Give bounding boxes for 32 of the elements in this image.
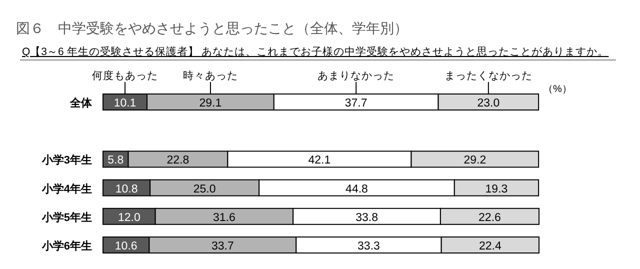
data-label: 29.1 bbox=[199, 98, 222, 110]
data-label: 25.0 bbox=[193, 183, 216, 196]
data-label: 22.8 bbox=[166, 154, 190, 167]
data-label: 5.8 bbox=[108, 154, 124, 167]
series-label: あまりなかった bbox=[318, 70, 395, 82]
data-label: 31.6 bbox=[213, 212, 236, 224]
y-tick-label: 小学6年生 bbox=[40, 240, 92, 252]
data-label: 10.1 bbox=[114, 98, 136, 110]
data-label: 33.8 bbox=[356, 212, 378, 224]
y-tick-label: 全体 bbox=[69, 96, 93, 110]
data-label: 19.3 bbox=[485, 183, 508, 196]
data-label: 22.6 bbox=[478, 212, 501, 224]
data-label: 44.8 bbox=[346, 183, 368, 196]
series-label: 時々あった bbox=[182, 69, 238, 82]
chart-subtitle: Q【3～6 年生の受験させる保護者】 あなたは、これまでお子様の中学受験をやめさせようと思ったことがありますか。 bbox=[22, 45, 609, 58]
data-label: 10.6 bbox=[114, 240, 138, 252]
data-label: 23.0 bbox=[477, 98, 500, 110]
data-label: 37.7 bbox=[344, 98, 368, 110]
series-label: 何度もあった bbox=[92, 69, 158, 82]
series-label: まったくなかった bbox=[444, 70, 532, 82]
y-tick-label: 小学4年生 bbox=[40, 182, 92, 196]
y-tick-label: 小学5年生 bbox=[40, 210, 92, 224]
chart-title: 図６ 中学受験をやめさせようと思ったこと（全体、学年別） bbox=[16, 20, 408, 36]
data-label: 33.7 bbox=[211, 240, 234, 252]
data-label: 42.1 bbox=[308, 154, 331, 167]
data-label: 22.4 bbox=[478, 240, 502, 252]
y-tick-label: 小学3年生 bbox=[40, 154, 92, 167]
text: （%） bbox=[543, 84, 572, 95]
data-label: 33.3 bbox=[358, 240, 380, 252]
data-label: 10.8 bbox=[115, 183, 138, 196]
data-label: 29.2 bbox=[464, 154, 486, 167]
data-label: 12.0 bbox=[118, 212, 140, 224]
